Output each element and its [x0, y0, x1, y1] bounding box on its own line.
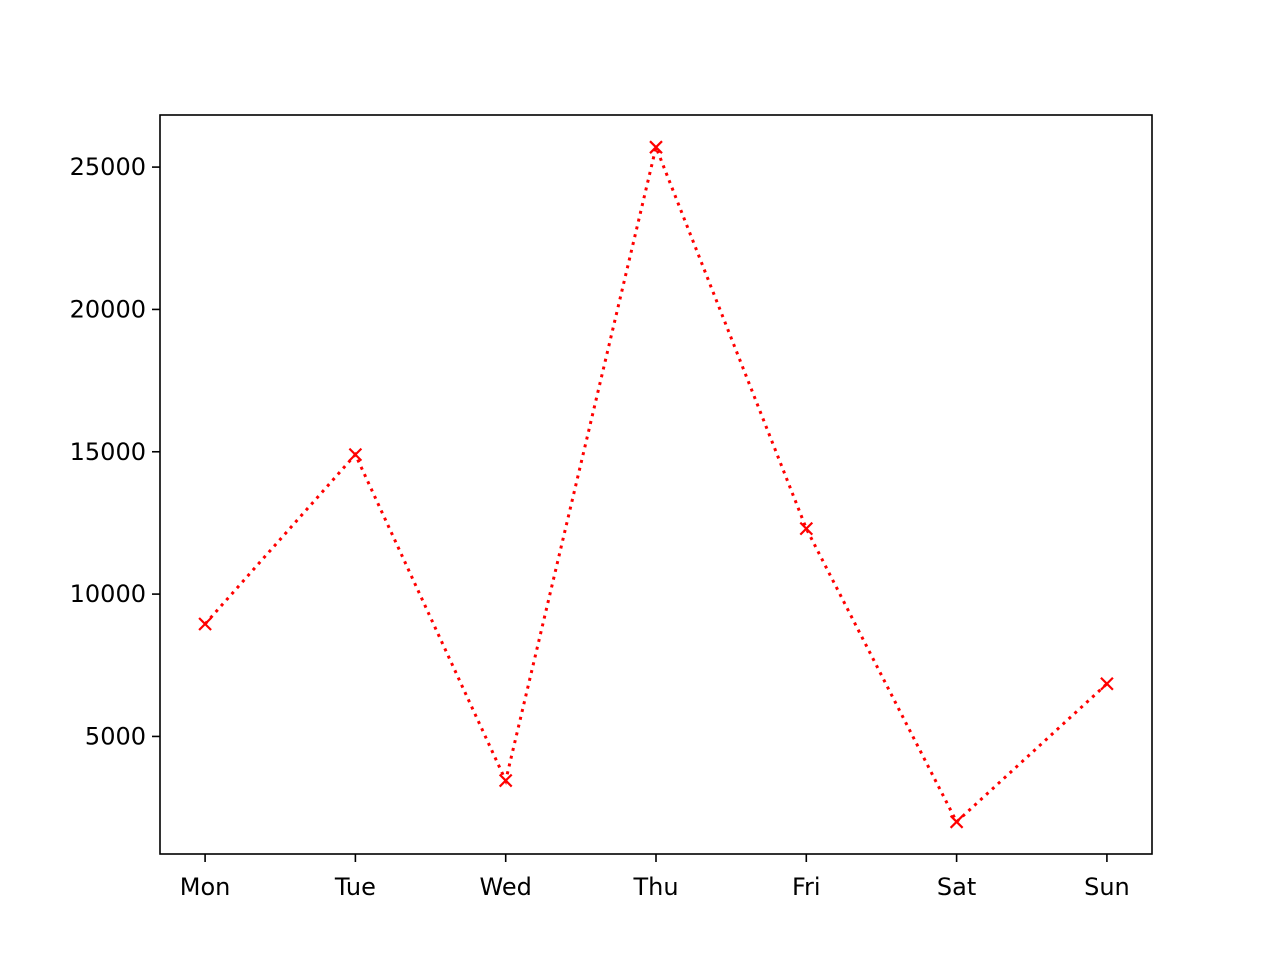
- data-point-marker: [799, 521, 814, 536]
- data-point-marker: [949, 815, 964, 829]
- x-tick-label: Fri: [792, 873, 821, 901]
- plot-area: [160, 115, 1152, 854]
- y-tick-label: 5000: [85, 722, 146, 750]
- data-point-marker: [348, 447, 363, 462]
- data-point-marker: [198, 617, 212, 631]
- data-point-marker: [1100, 676, 1114, 691]
- plot-frame: [159, 114, 1153, 855]
- data-point-marker: [649, 140, 663, 154]
- x-tick-label: Sat: [937, 873, 976, 901]
- x-tick-label: Tue: [334, 873, 376, 901]
- y-tick-label: 20000: [70, 295, 146, 323]
- axes-layer: Mon Tue Wed Thu Fri Sat Sun 5000 10000 15000 20000…: [70, 153, 1130, 901]
- data-point-marker: [498, 773, 513, 788]
- x-tick-label: Wed: [480, 873, 532, 901]
- x-tick-label: Mon: [180, 873, 231, 901]
- y-tick-label: 25000: [70, 153, 146, 181]
- y-tick-label: 10000: [70, 580, 146, 608]
- y-tick-label: 15000: [70, 438, 146, 466]
- series-layer: [198, 140, 1114, 829]
- x-tick-label: Thu: [632, 873, 678, 901]
- x-tick-label: Sun: [1084, 873, 1130, 901]
